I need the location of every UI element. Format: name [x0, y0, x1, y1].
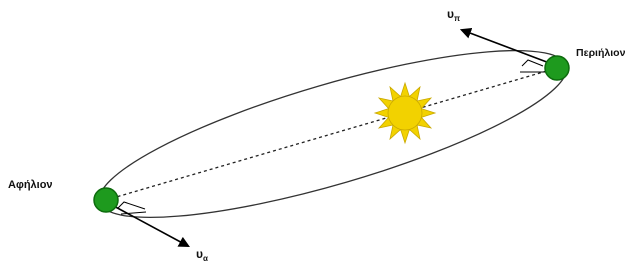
diagram: Περιήλιον Αφήλιον υπ υα: [0, 0, 643, 265]
velocity-label-perihelion: υπ: [447, 7, 460, 23]
velocity-subscript: π: [454, 14, 460, 23]
aphelion-label: Αφήλιον: [8, 179, 53, 191]
sun: [375, 83, 435, 143]
velocity-symbol: υ: [196, 247, 203, 261]
sun-disc: [388, 96, 422, 130]
major-axis: [106, 68, 557, 200]
planet-aphelion: [94, 188, 118, 212]
page: Περιήλιον Αφήλιον υπ υα (() => { const d…: [0, 0, 643, 265]
velocity-symbol: υ: [447, 7, 454, 21]
angle-marker: [118, 202, 145, 209]
angle-marker: [522, 60, 543, 66]
perihelion-label: Περιήλιον: [576, 47, 626, 59]
velocity-arrow-aphelion: [110, 204, 188, 246]
velocity-label-aphelion: υα: [196, 247, 208, 263]
velocity-arrow-perihelion: [462, 30, 552, 64]
velocity-subscript: α: [203, 254, 208, 263]
planet-perihelion: [545, 56, 569, 80]
